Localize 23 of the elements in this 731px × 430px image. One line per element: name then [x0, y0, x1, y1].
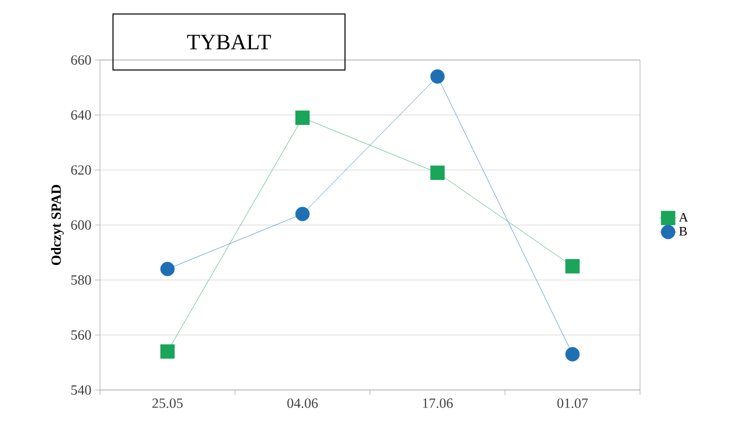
point [430, 166, 445, 180]
legend-label: B [679, 227, 687, 236]
y-tick-label: 540 [71, 385, 91, 395]
y-tick-label: 620 [71, 165, 91, 175]
y-axis-title: Odczyt SPAD [51, 184, 64, 266]
y-tick-label: 560 [71, 330, 91, 340]
y-tick-label: 640 [71, 110, 91, 120]
y-tick-label: 660 [71, 55, 91, 65]
y-tick-label: 600 [71, 220, 91, 230]
chart-title: TYBALT [187, 34, 271, 50]
x-tick-label: 25.05 [152, 398, 183, 408]
x-tick-label: 01.07 [557, 398, 588, 408]
point [295, 206, 310, 222]
y-tick-label: 580 [71, 275, 91, 285]
point [160, 262, 175, 276]
x-tick-label: 04.06 [287, 398, 318, 408]
x-tick-label: 17.06 [423, 398, 453, 408]
point [565, 347, 580, 362]
point [295, 110, 310, 125]
point [160, 344, 175, 359]
point [565, 259, 580, 274]
point [430, 69, 445, 84]
legend-label: A [678, 213, 688, 222]
